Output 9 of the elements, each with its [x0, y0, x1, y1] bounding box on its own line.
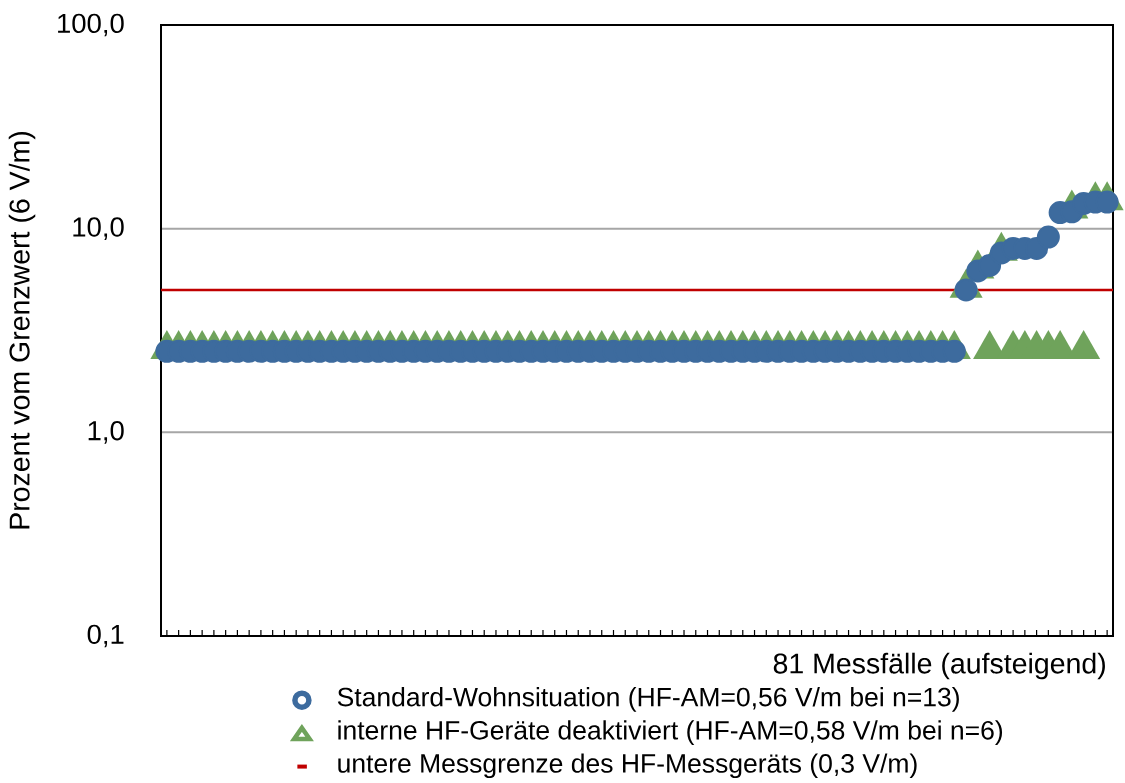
legend-label: untere Messgrenze des HF-Messgeräts (0,3 V/m) [338, 753, 917, 779]
y-tick-label: 100,0 [58, 13, 124, 37]
legend-label: interne HF-Geräte deaktiviert (HF-AM=0,58 V/m bei n=6) [338, 720, 1003, 745]
y-tick-label: 0,1 [87, 624, 124, 648]
legend-label: Standard-Wohnsituation (HF-AM=0,56 V/m bei n=13) [337, 686, 959, 712]
y-axis-title: Prozent vom Grenzwert (6 V/m) [8, 131, 36, 529]
y-tick-label: 10,0 [73, 217, 124, 241]
y-tick-label: 1,0 [88, 420, 124, 444]
x-axis-title: 81 Messfälle (aufsteigend) [773, 652, 1105, 680]
